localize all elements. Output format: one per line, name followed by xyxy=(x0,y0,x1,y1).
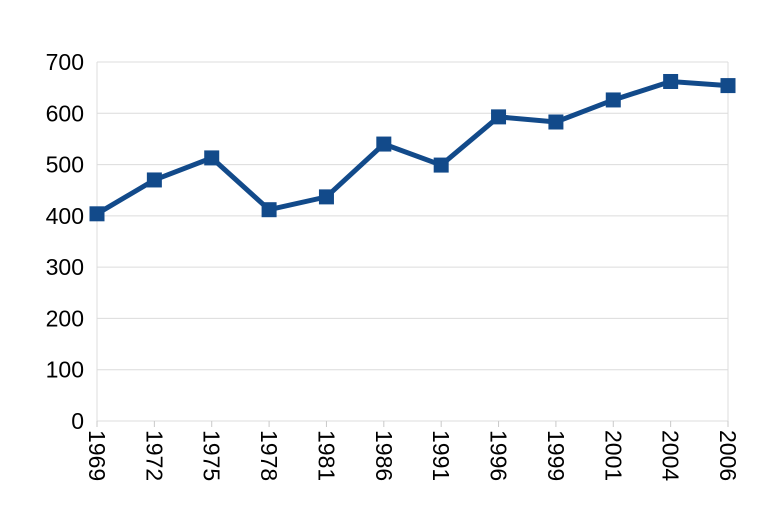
x-axis-label: 1969 xyxy=(84,430,110,481)
x-axis-label: 2006 xyxy=(715,430,741,481)
data-point-marker-1972 xyxy=(146,172,162,188)
x-axis-label: 1996 xyxy=(486,430,512,481)
data-point-marker-2001 xyxy=(605,92,621,108)
data-point-marker-1978 xyxy=(261,202,277,218)
x-axis-label: 1986 xyxy=(371,430,397,481)
data-point-marker-1996 xyxy=(491,109,507,125)
y-axis-label: 600 xyxy=(46,100,84,126)
x-axis-label: 1978 xyxy=(256,430,282,481)
data-point-marker-1999 xyxy=(548,114,564,130)
x-axis-label: 2001 xyxy=(600,430,626,481)
series-line xyxy=(95,78,729,216)
y-axis-label: 300 xyxy=(46,254,84,280)
data-point-marker-1991 xyxy=(433,157,449,173)
x-axis-label: 1999 xyxy=(543,430,569,481)
y-axis-label: 100 xyxy=(46,357,84,383)
y-axis-label: 400 xyxy=(46,203,84,229)
data-point-marker-1986 xyxy=(376,136,392,152)
y-axis-label: 500 xyxy=(46,152,84,178)
y-axis-label: 0 xyxy=(71,408,84,434)
data-point-marker-2004 xyxy=(663,73,679,89)
y-axis-label: 700 xyxy=(46,49,84,75)
x-axis-label: 2004 xyxy=(658,430,684,481)
y-axis-label: 200 xyxy=(46,305,84,331)
data-point-marker-1969 xyxy=(89,206,105,222)
x-axis-label: 1975 xyxy=(199,430,225,481)
data-point-marker-1975 xyxy=(204,150,220,166)
data-point-marker-2006 xyxy=(720,78,736,94)
x-axis-label: 1981 xyxy=(313,430,339,481)
x-axis-label: 1991 xyxy=(428,430,454,481)
data-point-marker-1981 xyxy=(318,189,334,205)
x-axis-label: 1972 xyxy=(141,430,167,481)
